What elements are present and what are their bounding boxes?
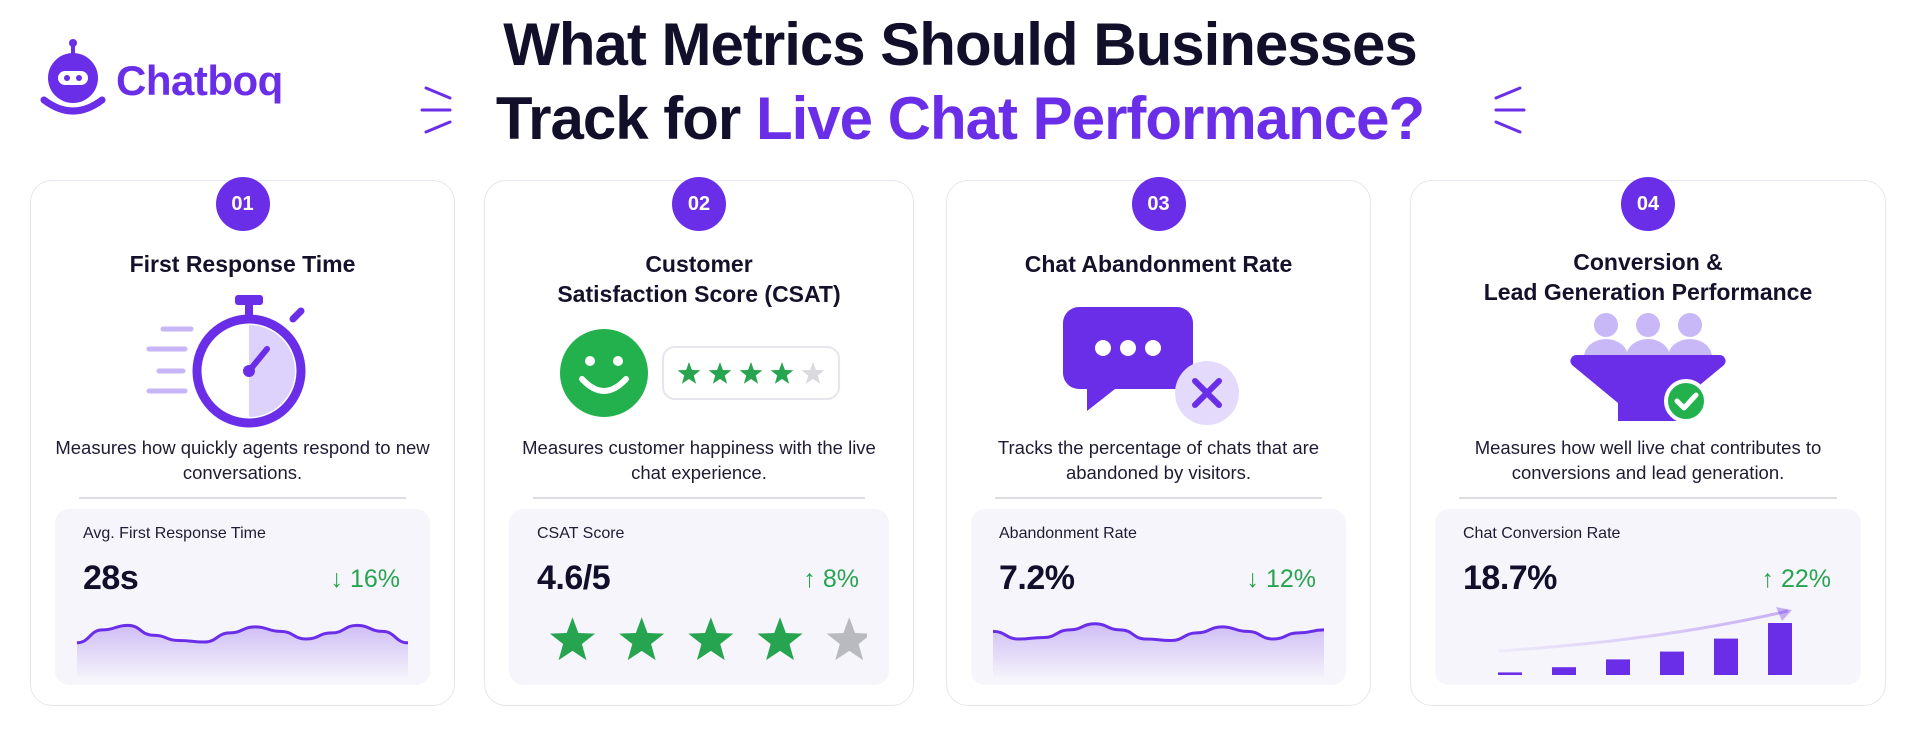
rating-star-icon [549,617,596,661]
metric-value: 18.7% [1463,559,1557,597]
headline-line-2-plain: Track for [495,85,756,152]
bar-growth-chart [1457,601,1839,677]
sparkline-line [77,623,408,645]
funnel-check-icon [1570,313,1726,423]
stopwatch-icon [146,295,305,428]
brand-logo[interactable]: Chatboq [40,38,283,123]
card-number-badge: 01 [215,177,270,231]
mini-star-icon [801,362,825,384]
mini-star-icon [708,362,732,384]
card-divider [79,497,406,499]
metric-trend: ↑ 8% [803,565,859,593]
rating-star-icon [757,617,803,661]
csat-illustration [485,321,913,471]
metric-card-abandonment[interactable]: 03 Chat Abandonment Rate Tracks the perc… [946,177,1371,706]
spark-left-icon [420,86,452,134]
card-number-badge: 04 [1621,177,1675,231]
sparkline-svg [993,622,1324,677]
card-title: Conversion & Lead Generation Performance [1483,249,1813,305]
card-divider [995,497,1322,499]
metric-label: Avg. First Response Time [83,525,266,542]
metric-panel: CSAT Score 4.6/5 ↑ 8% [509,509,889,685]
stopwatch-illustration [31,291,454,441]
metric-trend: ↑ 22% [1761,565,1831,593]
card-description: Tracks the percentage of chats that are … [997,437,1320,483]
sparkline-chart [993,601,1324,677]
mini-star-icon [677,362,701,384]
growth-bar [1714,638,1738,675]
chat-abandon-illustration [947,297,1370,447]
page-headline: What Metrics Should Businesses Track for… [0,8,1920,156]
card-number-badge: 03 [1131,177,1186,231]
trend-arrow-head [1776,607,1792,621]
funnel-illustration [1411,307,1885,457]
card-divider [533,497,865,499]
metric-value: 4.6/5 [537,559,611,597]
sparkline-chart [77,601,408,677]
card-description: Measures customer happiness with the liv… [522,437,876,483]
brand-name: Chatboq [116,56,283,104]
sparkline-svg [77,623,408,677]
rating-star-icon [688,617,734,661]
metric-label: CSAT Score [537,525,625,542]
metric-card-first-response[interactable]: 01 First Response Time Measures how quic… [30,177,455,706]
rating-star-icon [619,617,665,661]
chat-bubble-cancel-icon [1062,307,1239,425]
robot-icon [40,38,106,123]
growth-bar [1498,672,1522,675]
star-rating-display [531,601,867,677]
metric-label: Abandonment Rate [999,525,1137,542]
metric-card-conversion[interactable]: 04 Conversion & Lead Generation Performa… [1410,177,1886,706]
metric-label: Chat Conversion Rate [1463,525,1621,542]
metric-panel: Abandonment Rate 7.2% ↓ 12% [971,509,1346,685]
smiley-face-icon [560,329,648,417]
metric-trend: ↓ 12% [1246,565,1316,593]
card-divider [1459,497,1837,499]
spark-right-icon [1494,86,1526,134]
sparkline-area [77,625,408,677]
metric-panel: Chat Conversion Rate 18.7% ↑ 22% [1435,509,1861,685]
metric-panel: Avg. First Response Time 28s ↓ 16% [55,509,430,685]
growth-bar [1552,667,1576,675]
card-description: Measures how well live chat contributes … [1474,437,1822,483]
metric-value: 28s [83,559,139,597]
headline-line-1: What Metrics Should Businesses [503,11,1418,78]
metric-value: 7.2% [999,559,1075,597]
sparkline-line [993,622,1324,643]
card-description: Measures how quickly agents respond to n… [55,437,430,483]
growth-bar [1606,659,1630,675]
card-title: Customer Satisfaction Score (CSAT) [557,251,841,307]
trend-arrow [1497,609,1789,653]
sparkline-area [993,623,1324,677]
mini-star-icon [739,362,763,384]
headline-line-2-accent: Live Chat Performance? [755,85,1425,152]
mini-star-icon [770,362,794,384]
card-title: Chat Abandonment Rate [1024,251,1293,277]
bar-chart-svg [1497,607,1792,675]
headline-line-2: Track for Live Chat Performance? [0,82,1920,156]
growth-bar [1660,651,1684,675]
growth-bar [1768,623,1792,675]
metric-trend: ↓ 16% [330,565,400,593]
rating-card-icon [662,346,840,400]
card-title: First Response Time [129,251,356,277]
star-rating-svg [549,617,867,661]
card-number-badge: 02 [672,177,726,231]
metric-card-csat[interactable]: 02 Customer Satisfaction Score (CSAT) Me… [484,177,914,706]
rating-star-icon [826,617,867,661]
